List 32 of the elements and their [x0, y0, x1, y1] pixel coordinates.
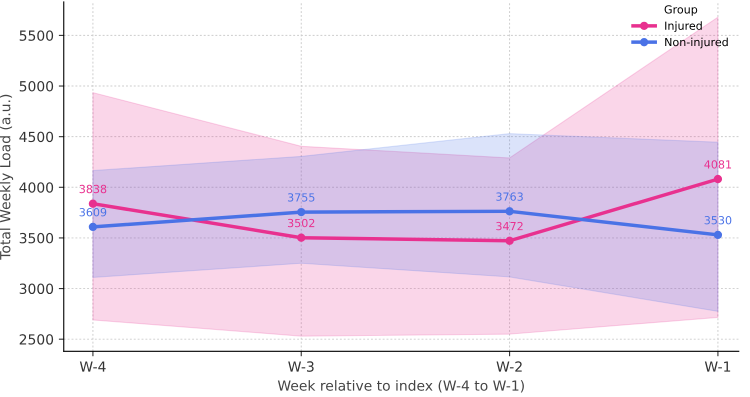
x-tick-label: W-4 — [80, 361, 106, 372]
y-tick-label: 2500 — [20, 334, 54, 345]
data-label: 3502 — [288, 218, 314, 228]
x-axis-title: Week relative to index (W-4 to W-1) — [278, 380, 524, 392]
y-tick-label: 3000 — [20, 284, 54, 294]
point — [88, 222, 98, 232]
point — [297, 208, 306, 216]
legend-label: Non-injured — [665, 38, 728, 48]
y-axis-title: Total Weekly Load (a.u.) — [0, 94, 14, 260]
y-tick-label: 5500 — [20, 30, 54, 41]
x-tick-label: W-1 — [704, 361, 730, 372]
data-label: 3763 — [496, 192, 523, 201]
point — [88, 200, 98, 208]
data-label: 3755 — [288, 193, 314, 202]
data-label: 3609 — [80, 208, 106, 216]
y-tick-label: 3500 — [20, 232, 54, 244]
data-label: 3838 — [80, 184, 106, 194]
point — [505, 236, 514, 245]
y-tick-label: 4000 — [19, 182, 54, 193]
point — [714, 230, 722, 240]
data-label: 3530 — [704, 216, 732, 224]
x-tick-label: W-2 — [496, 361, 522, 372]
y-tick-label: 5000 — [20, 81, 54, 92]
legend-title: Group — [664, 5, 698, 16]
data-label: 3472 — [496, 222, 523, 230]
point — [714, 174, 722, 184]
y-tick-label: 4500 — [19, 132, 54, 142]
x-tick-label: W-3 — [288, 361, 314, 372]
point — [297, 234, 306, 242]
legend-label: Injured — [665, 21, 702, 32]
data-label: 4081 — [704, 160, 732, 169]
point — [505, 207, 514, 216]
